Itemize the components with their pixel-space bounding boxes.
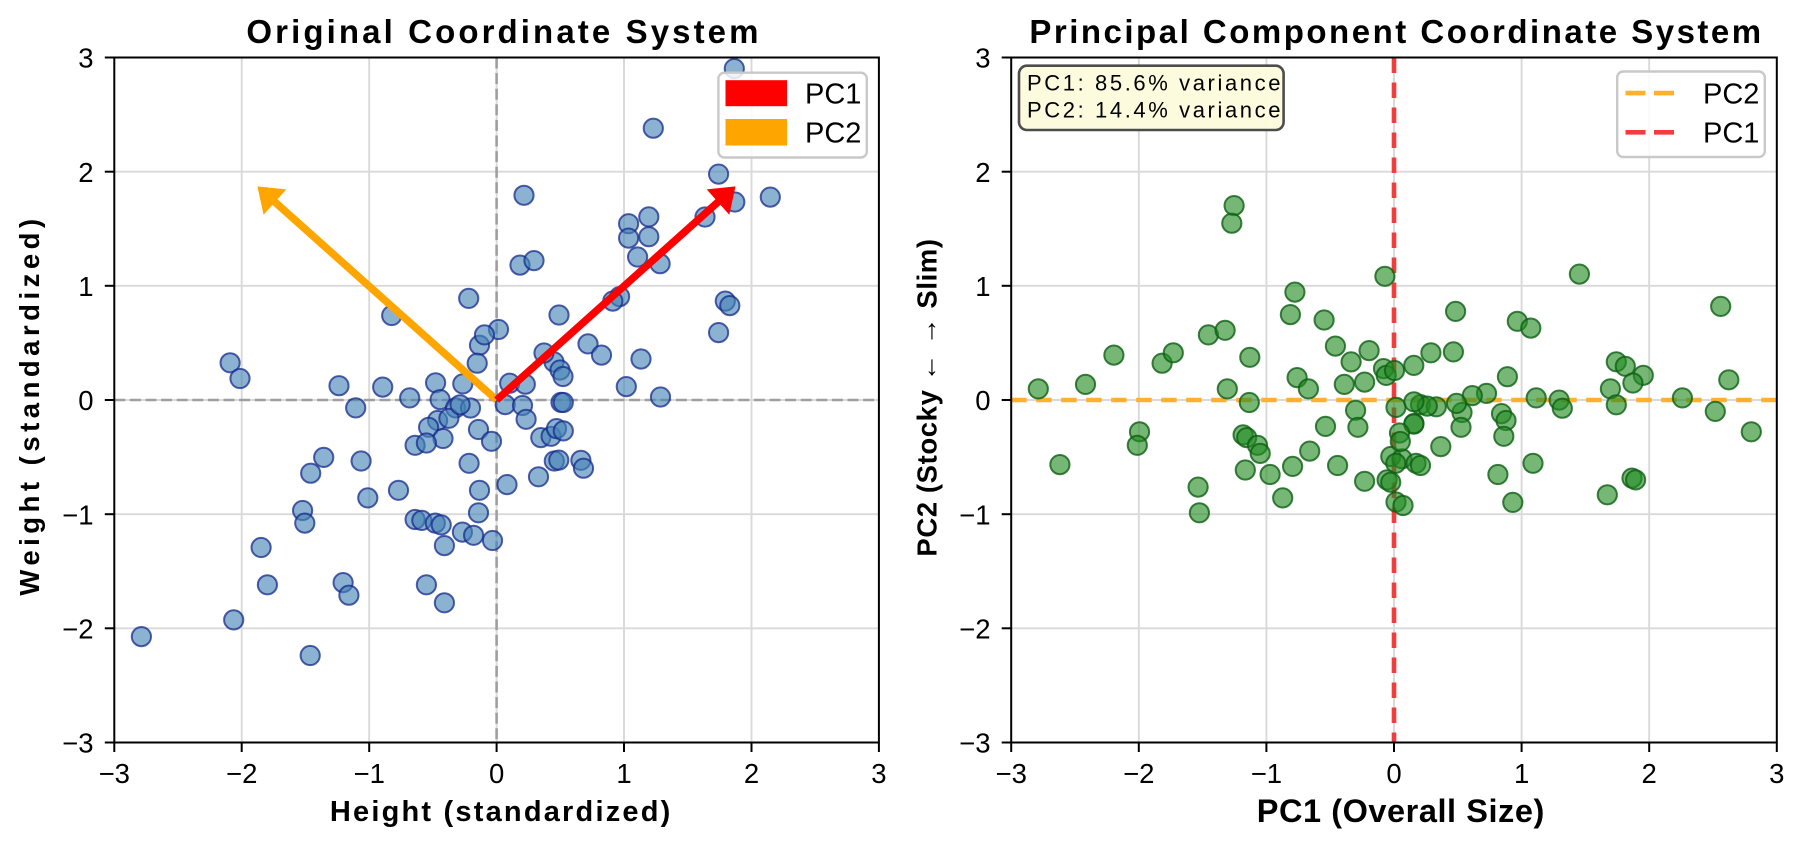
- svg-text:3: 3: [1769, 758, 1784, 789]
- svg-text:−1: −1: [62, 499, 93, 530]
- svg-text:Height (standardized): Height (standardized): [330, 796, 673, 828]
- svg-text:−2: −2: [1123, 758, 1154, 789]
- svg-text:1: 1: [78, 271, 93, 302]
- svg-text:PC1 (Overall Size): PC1 (Overall Size): [1257, 793, 1545, 829]
- svg-text:PC2: 14.4% variance: PC2: 14.4% variance: [1027, 98, 1283, 123]
- svg-text:3: 3: [871, 758, 886, 789]
- svg-text:Weight (standardized): Weight (standardized): [14, 214, 45, 595]
- svg-text:−1: −1: [354, 758, 385, 789]
- svg-text:−2: −2: [62, 614, 93, 645]
- svg-text:1: 1: [975, 271, 990, 302]
- svg-text:PC2: PC2: [805, 117, 861, 149]
- svg-text:Principal Component Coordinate: Principal Component Coordinate System: [1029, 13, 1763, 50]
- svg-text:−1: −1: [959, 499, 990, 530]
- svg-text:2: 2: [78, 157, 93, 188]
- svg-text:2: 2: [1642, 758, 1657, 789]
- svg-text:2: 2: [744, 758, 759, 789]
- svg-text:PC2: PC2: [1703, 79, 1759, 111]
- svg-text:−3: −3: [62, 728, 93, 759]
- svg-text:0: 0: [78, 385, 93, 416]
- svg-text:−3: −3: [99, 758, 130, 789]
- svg-text:1: 1: [1514, 758, 1529, 789]
- svg-text:3: 3: [78, 43, 93, 74]
- svg-text:−3: −3: [996, 758, 1027, 789]
- svg-text:−2: −2: [226, 758, 257, 789]
- svg-text:1: 1: [616, 758, 631, 789]
- svg-text:−3: −3: [959, 728, 990, 759]
- svg-text:PC1: 85.6% variance: PC1: 85.6% variance: [1027, 71, 1283, 96]
- svg-text:PC1: PC1: [805, 79, 861, 111]
- svg-text:0: 0: [489, 758, 504, 789]
- svg-text:PC2 (Stocky ← → Slim): PC2 (Stocky ← → Slim): [912, 238, 943, 556]
- svg-text:3: 3: [975, 43, 990, 74]
- svg-text:−2: −2: [959, 614, 990, 645]
- svg-text:−1: −1: [1251, 758, 1282, 789]
- svg-text:PC1: PC1: [1703, 117, 1759, 149]
- svg-text:2: 2: [975, 157, 990, 188]
- svg-text:Original Coordinate System: Original Coordinate System: [246, 13, 761, 50]
- svg-text:0: 0: [975, 385, 990, 416]
- svg-text:0: 0: [1386, 758, 1401, 789]
